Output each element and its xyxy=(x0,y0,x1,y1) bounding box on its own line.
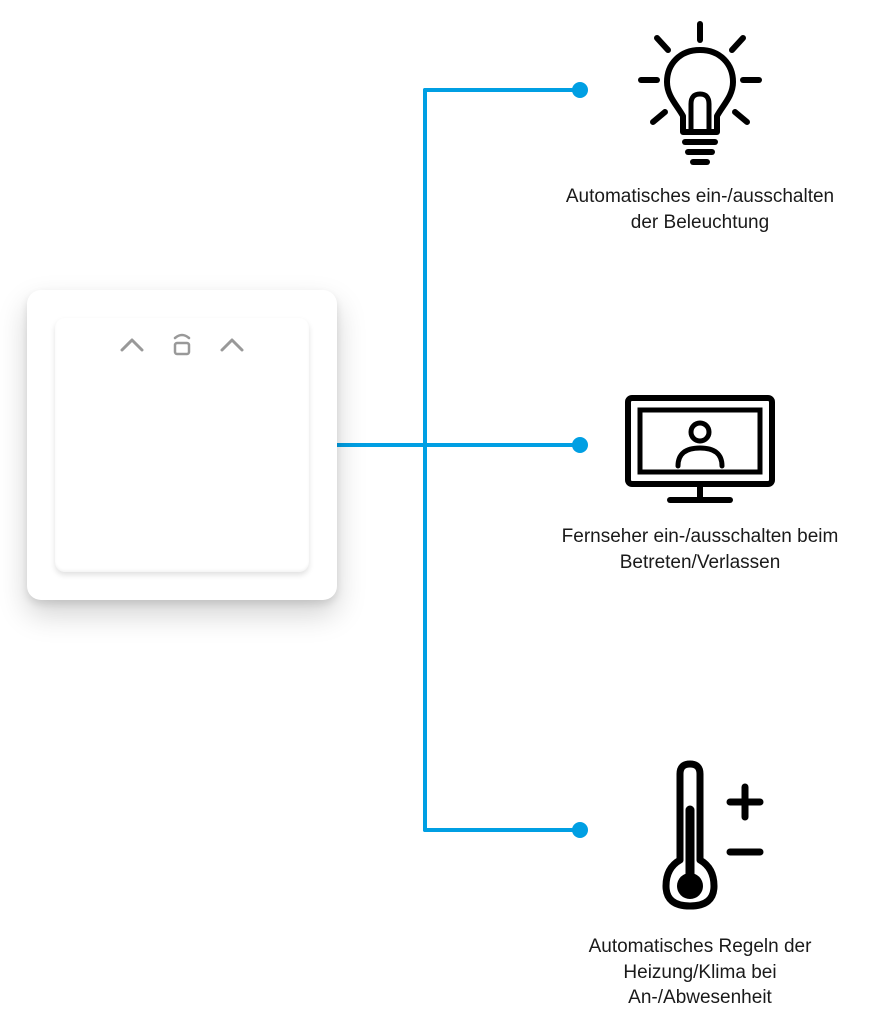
chevron-up-icon xyxy=(119,337,145,353)
feature-tv: Fernseher ein-/ausschalten beim Betreten… xyxy=(555,390,845,575)
wall-switch-device xyxy=(27,290,337,600)
sensor-icon xyxy=(169,332,195,358)
feature-climate: Automatisches Regeln der Heizung/Klima b… xyxy=(555,760,845,1011)
feature-lighting: Automatisches ein-/ausschalten der Beleu… xyxy=(555,20,845,235)
chevron-up-icon xyxy=(219,337,245,353)
thermometer-icon xyxy=(630,760,770,920)
switch-symbols xyxy=(55,332,309,358)
feature-tv-label: Fernseher ein-/ausschalten beim Betreten… xyxy=(555,524,845,575)
lightbulb-icon xyxy=(635,20,765,170)
feature-lighting-label: Automatisches ein-/ausschalten der Beleu… xyxy=(555,184,845,235)
tv-icon xyxy=(620,390,780,510)
feature-climate-label: Automatisches Regeln der Heizung/Klima b… xyxy=(555,934,845,1011)
wall-switch-button xyxy=(55,318,309,572)
